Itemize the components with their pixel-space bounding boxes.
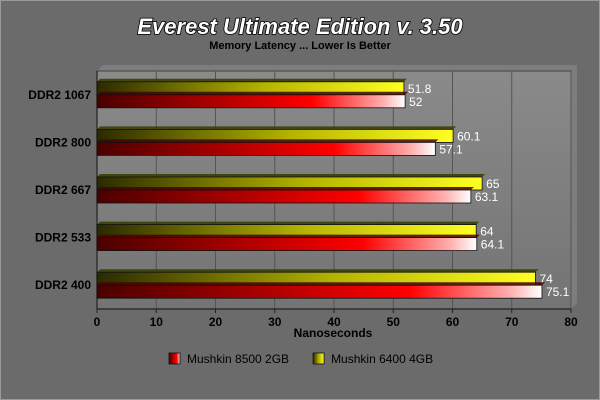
data-label: 52 xyxy=(409,95,423,109)
category-label: DDR2 800 xyxy=(35,135,91,149)
data-label: 60.1 xyxy=(457,129,481,143)
x-tick-label: 80 xyxy=(564,315,578,329)
bar-top-face xyxy=(97,78,407,82)
data-label: 57.1 xyxy=(439,142,463,156)
x-tick-label: 40 xyxy=(327,315,341,329)
x-tick-label: 10 xyxy=(150,315,164,329)
legend-swatch xyxy=(168,352,181,365)
bar xyxy=(96,237,478,252)
category-label: DDR2 667 xyxy=(35,183,91,197)
bar-top-face xyxy=(97,126,457,130)
bar xyxy=(96,141,436,156)
bar-top-face xyxy=(97,234,480,238)
data-label: 64.1 xyxy=(481,238,505,252)
bar-top-face xyxy=(97,269,539,273)
category-label: DDR2 1067 xyxy=(28,88,91,102)
data-label: 63.1 xyxy=(475,190,499,204)
data-label: 65 xyxy=(486,177,500,191)
bar-top-face xyxy=(97,174,486,177)
x-tick-label: 30 xyxy=(268,315,282,329)
legend: Mushkin 8500 2GB Mushkin 6400 4GB xyxy=(168,352,433,366)
data-label: 75.1 xyxy=(546,285,570,299)
bar-top-face xyxy=(97,139,439,143)
x-tick-labels: 0 10 20 30 40 50 60 70 80 xyxy=(94,315,578,329)
legend-swatch xyxy=(312,352,325,365)
category-label: DDR2 533 xyxy=(35,231,91,245)
x-axis-label: Nanoseconds xyxy=(294,326,373,340)
category-label: DDR2 400 xyxy=(35,278,91,292)
data-label: 64 xyxy=(480,225,494,239)
bar-top-face xyxy=(97,91,409,95)
chart-subtitle: Memory Latency ... Lower Is Better xyxy=(209,40,391,52)
x-tick-label: 60 xyxy=(446,315,460,329)
x-tick-label: 70 xyxy=(505,315,519,329)
bar xyxy=(96,284,543,299)
legend-label: Mushkin 6400 4GB xyxy=(331,352,433,366)
bar-top-face xyxy=(97,221,480,225)
x-tick-label: 50 xyxy=(387,315,401,329)
category-labels: DDR2 1067 DDR2 800 DDR2 667 DDR2 533 DDR2 40… xyxy=(28,88,91,292)
bar xyxy=(96,189,472,204)
legend-label: Mushkin 8500 2GB xyxy=(187,352,289,366)
bar-top-face xyxy=(97,187,474,190)
chart-title: Everest Ultimate Edition v. 3.50 xyxy=(137,14,463,39)
bar xyxy=(96,94,406,109)
bar-top-face xyxy=(97,282,545,286)
x-tick-label: 20 xyxy=(209,315,223,329)
x-tick-label: 0 xyxy=(94,315,101,329)
data-label: 51.8 xyxy=(408,82,432,96)
